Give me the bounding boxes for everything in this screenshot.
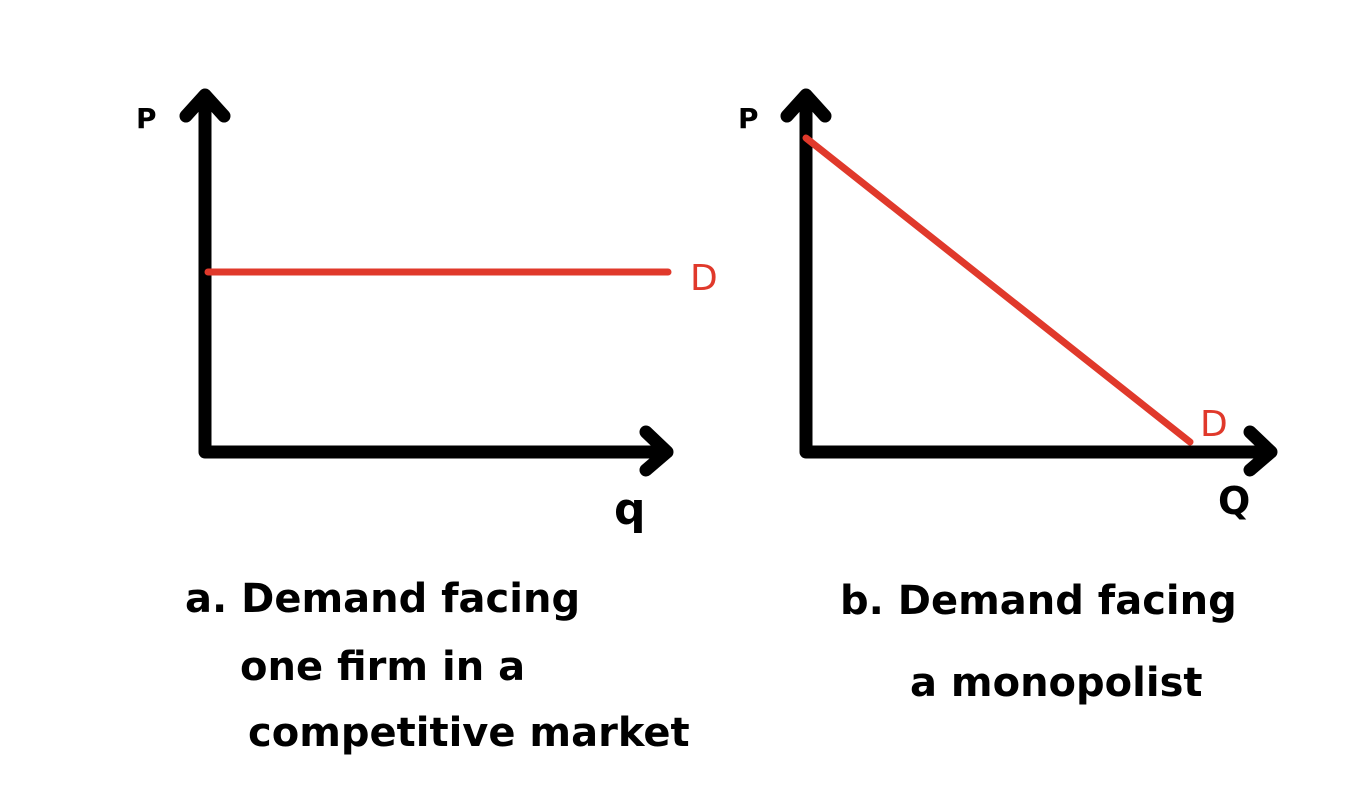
panel-b-x-arrowhead: [1243, 425, 1278, 477]
panel-b-demand-label: D: [1200, 404, 1228, 445]
panel-b-demand-curve: [802, 134, 1194, 446]
panel-a-y-axis-label: P: [136, 102, 157, 135]
panel-a-caption-line-2: one firm in a: [240, 644, 525, 690]
panel-a-caption: a. Demand facing one firm in a competiti…: [185, 576, 690, 756]
panel-b: P Q D b. Demand facing a monopolist: [738, 88, 1278, 706]
panel-a-y-arrowhead: [179, 88, 231, 123]
panel-b-y-axis-label: P: [738, 102, 759, 135]
panel-b-y-arrowhead: [780, 88, 832, 123]
panel-b-caption: b. Demand facing a monopolist: [840, 578, 1251, 706]
panel-a-caption-line-1: a. Demand facing: [185, 576, 580, 622]
panel-a-demand-label: D: [690, 258, 718, 299]
panel-b-x-axis-label: Q: [1218, 479, 1250, 523]
panel-b-axes: [799, 93, 1274, 459]
panel-b-caption-line-1: b. Demand facing: [840, 578, 1237, 624]
panel-a-caption-line-3: competitive market: [248, 710, 690, 756]
panel-a-axes: [198, 93, 670, 459]
panel-a: P q D a. Demand facing one firm in a com…: [136, 88, 718, 756]
panel-a-x-arrowhead: [639, 425, 674, 477]
panel-b-caption-line-2: a monopolist: [910, 660, 1203, 706]
panel-a-x-axis-label: q: [614, 484, 646, 535]
